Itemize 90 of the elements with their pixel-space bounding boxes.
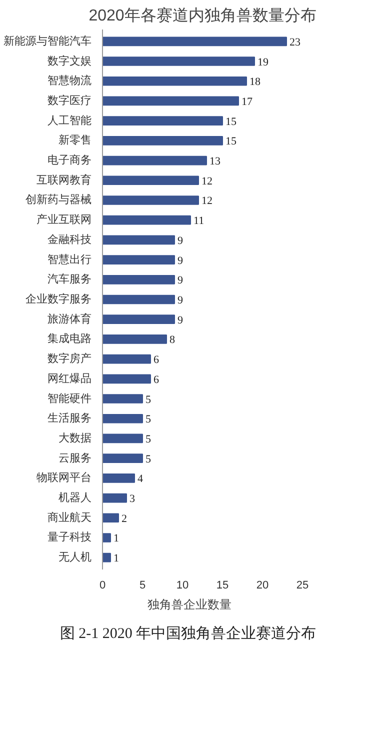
y-tick-label: 云服务 (58, 452, 92, 464)
data-label: 5 (146, 414, 152, 426)
y-tick-label: 物联网平台 (36, 471, 92, 484)
y-tick-label: 网红爆品 (48, 372, 92, 385)
data-label: 1 (114, 532, 119, 545)
x-tick-label: 20 (256, 580, 269, 592)
bar (102, 215, 191, 225)
y-tick-label: 企业数字服务 (26, 292, 92, 306)
y-tick-label: 互联网教育 (36, 173, 92, 186)
data-label: 12 (202, 175, 212, 188)
data-label: 5 (146, 453, 152, 466)
data-label: 3 (130, 493, 136, 506)
y-tick-label: 金融科技 (48, 234, 92, 246)
y-tick-label: 无人机 (58, 552, 92, 564)
bar (102, 274, 175, 284)
y-tick-label: 旅游体育 (48, 312, 92, 326)
chart-title: 2020年各赛道内独角兽数量分布 (88, 6, 316, 24)
data-label: 15 (226, 116, 237, 128)
data-label: 9 (178, 254, 184, 267)
data-label: 5 (146, 433, 152, 446)
data-label: 12 (202, 195, 212, 208)
data-label: 6 (154, 354, 160, 366)
y-tick-label: 人工智能 (48, 114, 92, 127)
data-label: 2 (122, 512, 127, 525)
y-tick-label: 智能硬件 (48, 392, 92, 405)
y-tick-label: 电子商务 (48, 154, 92, 167)
data-label: 9 (178, 274, 184, 287)
y-tick-label: 创新药与器械 (26, 193, 92, 206)
text: 独角兽企业数量 (148, 596, 232, 614)
data-label: 9 (178, 314, 184, 326)
y-tick-label: 商业航天 (48, 510, 92, 524)
bar (102, 533, 111, 542)
bar (102, 314, 175, 324)
x-tick-label: 10 (176, 580, 189, 592)
y-tick-label: 智慧物流 (48, 74, 92, 88)
x-tick-label: 5 (139, 580, 146, 592)
data-label: 11 (194, 215, 204, 228)
data-label: 5 (146, 394, 152, 406)
x-tick-label: 25 (296, 580, 309, 592)
y-tick-label: 量子科技 (48, 532, 92, 544)
bar (102, 235, 175, 245)
bar (102, 513, 119, 523)
y-tick-label: 机器人 (58, 492, 92, 504)
y-tick-label: 汽车服务 (48, 272, 92, 286)
data-label: 18 (250, 76, 261, 88)
bar (102, 136, 223, 146)
x-tick-label: 15 (216, 580, 229, 592)
bar (102, 394, 143, 404)
data-label: 6 (154, 374, 160, 386)
y-tick-label: 新零售 (58, 134, 92, 147)
data-label: 8 (170, 334, 176, 346)
bar (102, 36, 287, 46)
data-label: 15 (226, 136, 237, 148)
bar (102, 156, 207, 166)
bar (102, 56, 255, 66)
data-label: 23 (290, 36, 301, 48)
y-tick-label: 数字医疗 (48, 94, 92, 107)
data-label: 9 (178, 294, 184, 306)
data-label: 17 (242, 96, 253, 108)
bar (102, 414, 143, 424)
bar (102, 255, 175, 264)
y-tick-label: 数字文娱 (48, 54, 92, 68)
bar (102, 334, 167, 344)
bar (102, 474, 135, 483)
y-tick-label: 新能源与智能汽车 (4, 34, 92, 48)
data-label: 4 (138, 473, 144, 486)
y-tick-label: 产业互联网 (36, 213, 92, 226)
bar (102, 374, 151, 384)
y-tick-label: 集成电路 (48, 332, 92, 346)
y-tick-label: 生活服务 (48, 412, 92, 425)
y-tick-label: 大数据 (58, 431, 92, 444)
data-label: 9 (178, 234, 184, 247)
bar (102, 76, 247, 86)
y-tick-label: 智慧出行 (48, 252, 92, 266)
data-label: 1 (114, 552, 119, 565)
caption: 图 2-1 2020 年中国独角兽企业赛道分布 (60, 624, 316, 644)
data-label: 19 (258, 56, 269, 68)
bar (102, 176, 199, 186)
bar (102, 196, 199, 205)
data-label: 13 (210, 156, 221, 168)
bar (102, 454, 143, 463)
bar (102, 354, 151, 364)
x-tick-label: 0 (99, 580, 106, 592)
bar (102, 552, 111, 562)
bar (102, 493, 127, 503)
bar (102, 116, 223, 126)
bar (102, 434, 143, 444)
bar (102, 294, 175, 304)
bar (102, 96, 239, 106)
y-tick-label: 数字房产 (48, 352, 92, 366)
